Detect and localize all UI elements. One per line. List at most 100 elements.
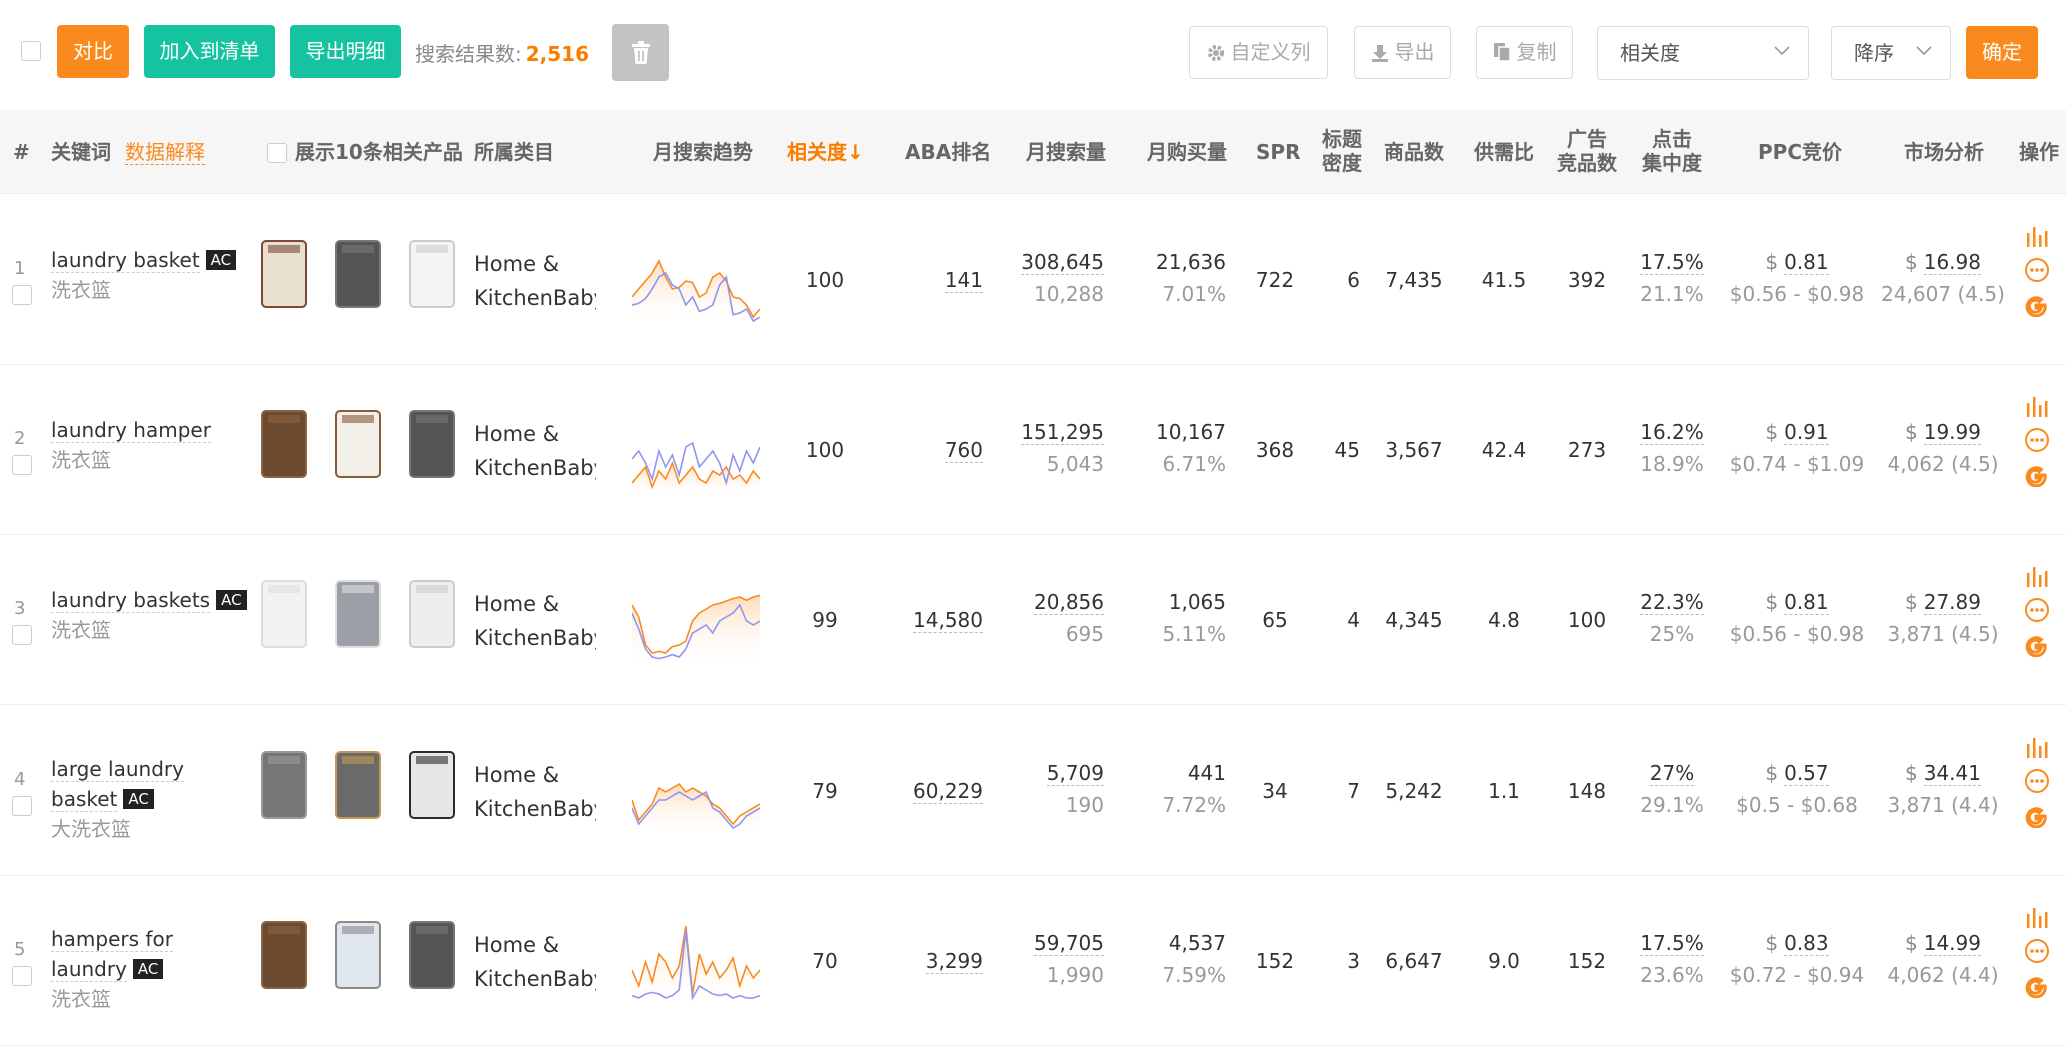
row-checkbox[interactable]	[12, 455, 32, 475]
search-trend-chart[interactable]	[631, 233, 761, 328]
delete-button[interactable]	[612, 24, 669, 81]
google-icon[interactable]	[2024, 633, 2048, 657]
click-concentration-value[interactable]: 17.5%	[1640, 931, 1704, 956]
click-concentration-value[interactable]: 17.5%	[1640, 250, 1704, 275]
data-explain-link[interactable]: 数据解释	[125, 140, 205, 165]
keyword-link[interactable]: laundry baskets	[51, 588, 211, 613]
row-checkbox[interactable]	[12, 966, 32, 986]
row-checkbox[interactable]	[12, 796, 32, 816]
confirm-button[interactable]: 确定	[1966, 26, 2038, 79]
product-thumbnail[interactable]	[398, 405, 466, 485]
monthly-search-value[interactable]: 308,645	[1021, 250, 1104, 275]
add-to-list-button[interactable]: 加入到清单	[144, 25, 275, 78]
google-icon[interactable]	[2024, 463, 2048, 487]
aba-rank-value[interactable]: 60,229	[913, 779, 983, 804]
row-checkbox[interactable]	[12, 625, 32, 645]
more-icon[interactable]	[2024, 597, 2050, 623]
custom-columns-button[interactable]: 自定义列	[1189, 26, 1328, 79]
col-monthly-search[interactable]: 月搜索量	[1026, 140, 1106, 164]
select-all-checkbox[interactable]	[21, 41, 41, 61]
aba-rank-value[interactable]: 14,580	[913, 608, 983, 633]
bar-chart-icon[interactable]	[2025, 225, 2049, 247]
market-price-value[interactable]: 14.99	[1923, 931, 1981, 956]
keyword-link[interactable]: hampers for laundry	[51, 927, 173, 982]
monthly-purchase-sub: 7.72%	[1162, 793, 1226, 817]
product-thumbnail[interactable]	[250, 405, 318, 485]
col-aba-rank[interactable]: ABA排名	[905, 140, 992, 164]
col-spr[interactable]: SPR	[1256, 140, 1301, 164]
col-ppc[interactable]: PPC竞价	[1758, 140, 1842, 164]
product-thumbnail[interactable]	[398, 916, 466, 996]
monthly-search-value[interactable]: 5,709	[1046, 761, 1104, 786]
search-trend-chart[interactable]	[631, 573, 761, 668]
product-thumbnail[interactable]	[324, 405, 392, 485]
market-price-value[interactable]: 34.41	[1923, 761, 1981, 786]
more-icon[interactable]	[2024, 257, 2050, 283]
export-button[interactable]: 导出	[1354, 26, 1451, 79]
monthly-search-value[interactable]: 59,705	[1034, 931, 1104, 956]
aba-rank-value[interactable]: 760	[944, 438, 983, 463]
aba-rank-value[interactable]: 141	[944, 268, 983, 293]
ppc-value[interactable]: 0.83	[1784, 931, 1829, 956]
col-market[interactable]: 市场分析	[1904, 140, 1984, 164]
monthly-search-sub: 190	[1065, 793, 1104, 817]
product-thumbnail[interactable]	[250, 575, 318, 655]
sort-field-select[interactable]: 相关度	[1597, 26, 1809, 80]
product-thumbnail[interactable]	[398, 746, 466, 826]
col-title-density[interactable]: 标题 密度	[1320, 127, 1364, 175]
monthly-search-value[interactable]: 151,295	[1021, 420, 1104, 445]
search-trend-chart[interactable]	[631, 744, 761, 839]
show-products-checkbox[interactable]	[267, 143, 287, 163]
search-trend-chart[interactable]	[631, 914, 761, 1009]
product-thumbnail[interactable]	[324, 235, 392, 315]
compare-button[interactable]: 对比	[57, 25, 129, 78]
col-show-products[interactable]: 展示10条相关产品	[267, 140, 463, 164]
click-concentration-value[interactable]: 27%	[1649, 761, 1695, 786]
google-icon[interactable]	[2024, 974, 2048, 998]
bar-chart-icon[interactable]	[2025, 395, 2049, 417]
col-products[interactable]: 商品数	[1384, 140, 1444, 164]
google-icon[interactable]	[2024, 293, 2048, 317]
keyword-link[interactable]: laundry hamper	[51, 418, 211, 443]
col-ad-products[interactable]: 广告 竞品数	[1556, 127, 1618, 175]
table-row: 4 large laundry basket AC 大洗衣篮 Home & Kitc…	[0, 706, 2066, 876]
market-price-value[interactable]: 27.89	[1923, 590, 1981, 615]
click-concentration-value[interactable]: 22.3%	[1640, 590, 1704, 615]
product-thumbnail[interactable]	[250, 235, 318, 315]
more-icon[interactable]	[2024, 427, 2050, 453]
product-thumbnail[interactable]	[250, 746, 318, 826]
more-icon[interactable]	[2024, 768, 2050, 794]
ppc-value[interactable]: 0.57	[1784, 761, 1829, 786]
row-checkbox[interactable]	[12, 285, 32, 305]
col-monthly-purchase[interactable]: 月购买量	[1147, 140, 1227, 164]
col-relevance[interactable]: 相关度↓	[787, 140, 864, 164]
product-thumbnail[interactable]	[324, 746, 392, 826]
product-thumbnail[interactable]	[324, 916, 392, 996]
col-supply-demand[interactable]: 供需比	[1474, 140, 1534, 164]
product-thumbnail[interactable]	[324, 575, 392, 655]
search-trend-chart[interactable]	[631, 403, 761, 498]
ppc-value[interactable]: 0.91	[1784, 420, 1829, 445]
product-thumbnail[interactable]	[398, 575, 466, 655]
google-icon[interactable]	[2024, 804, 2048, 828]
ppc-value[interactable]: 0.81	[1784, 590, 1829, 615]
monthly-search-value[interactable]: 20,856	[1034, 590, 1104, 615]
sort-order-select[interactable]: 降序	[1831, 26, 1951, 80]
monthly-search-cell: 5,709 190	[1046, 761, 1104, 817]
col-click-concentration[interactable]: 点击 集中度	[1641, 127, 1703, 175]
market-price-value[interactable]: 16.98	[1923, 250, 1981, 275]
copy-button[interactable]: 复制	[1476, 26, 1573, 79]
ppc-value[interactable]: 0.81	[1784, 250, 1829, 275]
bar-chart-icon[interactable]	[2025, 736, 2049, 758]
export-detail-button[interactable]: 导出明细	[290, 25, 401, 78]
keyword-link[interactable]: large laundry basket	[51, 757, 184, 812]
product-thumbnail[interactable]	[250, 916, 318, 996]
aba-rank-value[interactable]: 3,299	[925, 949, 983, 974]
bar-chart-icon[interactable]	[2025, 906, 2049, 928]
click-concentration-value[interactable]: 16.2%	[1640, 420, 1704, 445]
product-thumbnail[interactable]	[398, 235, 466, 315]
keyword-link[interactable]: laundry basket	[51, 248, 200, 273]
bar-chart-icon[interactable]	[2025, 565, 2049, 587]
market-price-value[interactable]: 19.99	[1923, 420, 1981, 445]
more-icon[interactable]	[2024, 938, 2050, 964]
